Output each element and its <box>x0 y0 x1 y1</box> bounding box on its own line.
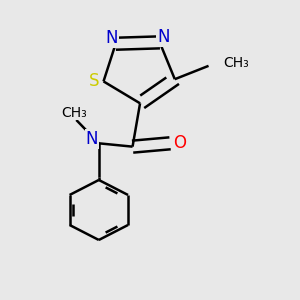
Text: N: N <box>157 28 170 46</box>
Text: N: N <box>106 29 118 47</box>
Text: CH₃: CH₃ <box>61 106 87 120</box>
Text: CH₃: CH₃ <box>224 56 249 70</box>
Text: S: S <box>89 72 99 90</box>
Text: N: N <box>86 130 98 148</box>
Text: O: O <box>173 134 186 152</box>
